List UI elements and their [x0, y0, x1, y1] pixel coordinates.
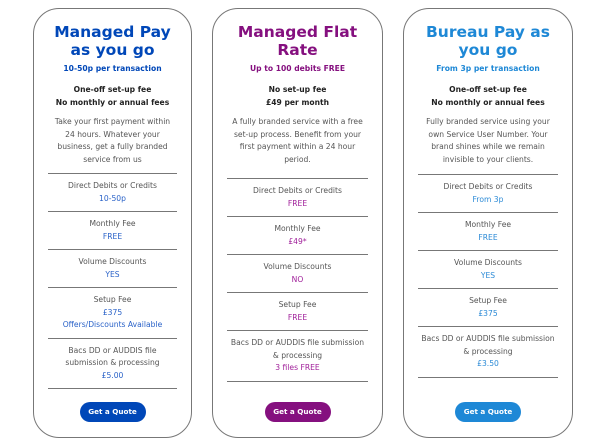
get-a-quote-button[interactable]: Get a Quote	[79, 402, 146, 422]
feature-value: YES	[105, 269, 120, 279]
feature-label: Bacs DD or AUDDIS file submission & proc…	[421, 334, 555, 356]
feature-value: £375	[102, 307, 123, 317]
plan-subtitle: 10-50p per transaction	[63, 64, 162, 73]
highlight-2: No monthly or annual fees	[55, 98, 170, 107]
plan-subtitle: From 3p per transaction	[436, 64, 540, 73]
feature-row: Volume Discounts NO	[227, 254, 368, 292]
feature-row: Volume Discounts YES	[418, 250, 558, 288]
feature-row: Setup Fee £375	[418, 288, 558, 326]
feature-value: 3 files FREE	[275, 363, 320, 372]
feature-value: FREE	[478, 232, 498, 242]
feature-value: £49*	[288, 236, 307, 246]
feature-label: Bacs DD or AUDDIS file submission & proc…	[65, 345, 160, 368]
feature-label: Monthly Fee	[464, 220, 512, 229]
highlight-1: One-off set-up fee	[449, 85, 527, 94]
feature-value: FREE	[102, 231, 123, 241]
pricing-card-bureau-payg: Bureau Pay as you go From 3p per transac…	[403, 8, 573, 438]
feature-label: Volume Discounts	[454, 258, 522, 267]
feature-row: Direct Debits or Credits From 3p	[418, 174, 558, 212]
feature-value: £375	[478, 308, 498, 318]
get-a-quote-button[interactable]: Get a Quote	[455, 402, 521, 422]
feature-value: FREE	[287, 198, 308, 208]
feature-label: Volume Discounts	[263, 262, 332, 271]
feature-value: YES	[480, 270, 496, 280]
feature-row: Monthly Fee FREE	[418, 212, 558, 250]
plan-description: Fully branded service using your own Ser…	[426, 117, 550, 164]
plan-highlights: One-off set-up fee No monthly or annual f…	[48, 83, 177, 109]
feature-row: Direct Debits or Credits 10-50p	[48, 173, 177, 211]
feature-row: Volume Discounts YES	[48, 249, 177, 287]
highlight-2: £49 per month	[265, 98, 330, 107]
feature-value: £3.50	[477, 359, 499, 368]
feature-list: Direct Debits or Credits 10-50p Monthly Fe…	[48, 173, 177, 389]
plan-subtitle: Up to 100 debits FREE	[249, 64, 346, 73]
feature-row: Bacs DD or AUDDIS file submission & proc…	[227, 330, 368, 382]
highlight-1: One-off set-up fee	[73, 85, 152, 94]
feature-label: Direct Debits or Credits	[443, 182, 533, 191]
plan-title: Managed Flat Rate	[237, 23, 358, 59]
feature-row: Setup Fee FREE	[227, 292, 368, 330]
feature-row: Monthly Fee FREE	[48, 211, 177, 249]
feature-row: Setup Fee £375 Offers/Discounts Available	[48, 287, 177, 338]
feature-label: Monthly Fee	[89, 219, 136, 228]
plan-title: Bureau Pay as you go	[425, 23, 550, 59]
highlight-2: No monthly or annual fees	[431, 98, 545, 107]
feature-label: Direct Debits or Credits	[253, 186, 342, 195]
feature-label: Bacs DD or AUDDIS file submission & proc…	[230, 338, 365, 360]
feature-value: Offers/Discounts Available	[62, 320, 163, 329]
feature-row: Monthly Fee £49*	[227, 216, 368, 254]
plan-highlights: One-off set-up fee No monthly or annual f…	[418, 83, 558, 109]
feature-row: Bacs DD or AUDDIS file submission & proc…	[418, 326, 558, 378]
feature-label: Setup Fee	[469, 296, 507, 305]
feature-row: Bacs DD or AUDDIS file submission & proc…	[48, 337, 177, 389]
plan-highlights: No set-up fee £49 per month	[227, 83, 368, 109]
feature-label: Setup Fee	[278, 300, 317, 309]
feature-label: Direct Debits or Credits	[68, 181, 157, 190]
plan-description: A fully branded service with a free set-…	[232, 117, 363, 164]
feature-list: Direct Debits or Credits From 3p Monthly F…	[418, 174, 558, 378]
feature-label: Volume Discounts	[78, 257, 147, 266]
get-a-quote-button[interactable]: Get a Quote	[264, 402, 331, 422]
feature-value: From 3p	[472, 194, 504, 204]
pricing-card-managed-flat-rate: Managed Flat Rate Up to 100 debits FREE …	[212, 8, 383, 438]
feature-label: Setup Fee	[93, 295, 132, 304]
feature-value: £5.00	[101, 370, 124, 380]
feature-value: NO	[291, 274, 304, 284]
feature-label: Monthly Fee	[274, 224, 321, 233]
feature-value: FREE	[287, 312, 308, 322]
highlight-1: No set-up fee	[268, 85, 327, 94]
feature-list: Direct Debits or Credits FREE Monthly Fee £…	[227, 178, 368, 382]
feature-value: 10-50p	[99, 193, 126, 203]
feature-row: Direct Debits or Credits FREE	[227, 178, 368, 216]
plan-description: Take your first payment within 24 hours.…	[54, 117, 171, 164]
pricing-card-managed-payg: Managed Pay as you go 10-50p per transac…	[33, 8, 192, 438]
plan-title: Managed Pay as you go	[54, 23, 171, 59]
